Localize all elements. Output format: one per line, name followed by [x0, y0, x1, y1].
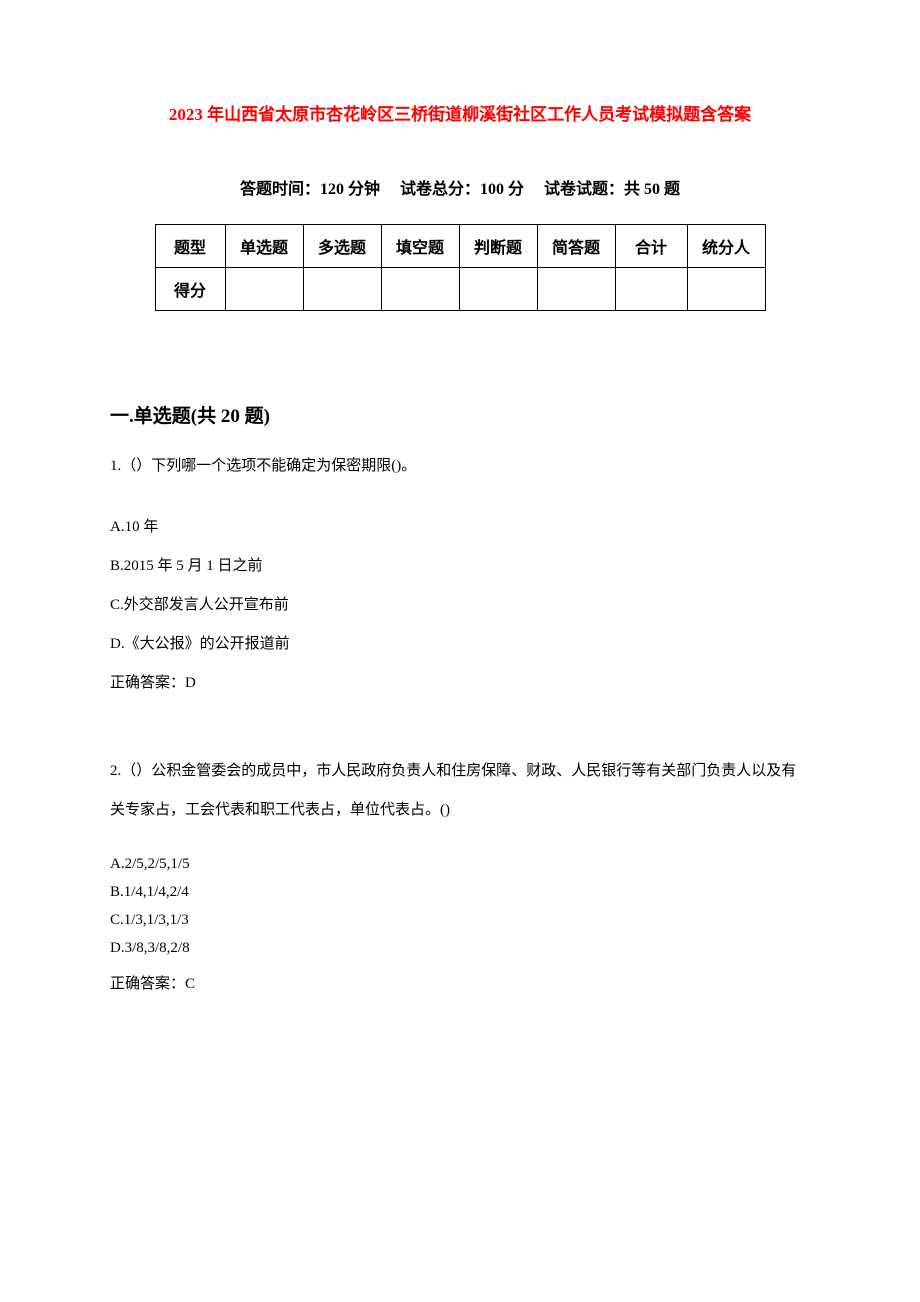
table-cell-empty: [615, 268, 687, 311]
table-header-fill: 填空题: [381, 225, 459, 268]
question-2-option-a: A.2/5,2/5,1/5: [110, 852, 810, 876]
exam-time: 答题时间：120 分钟: [240, 181, 380, 198]
question-1-option-a: A.10 年: [110, 515, 810, 536]
table-header-single: 单选题: [225, 225, 303, 268]
score-table: 题型 单选题 多选题 填空题 判断题 简答题 合计 统分人 得分: [155, 224, 766, 311]
question-2-option-d: D.3/8,3/8,2/8: [110, 936, 810, 960]
exam-total-score: 试卷总分：100 分: [400, 181, 524, 198]
exam-info: 答题时间：120 分钟 试卷总分：100 分 试卷试题：共 50 题: [110, 175, 810, 199]
section-heading: 一.单选题(共 20 题): [110, 401, 810, 428]
table-cell-empty: [381, 268, 459, 311]
question-2-option-c: C.1/3,1/3,1/3: [110, 908, 810, 932]
exam-question-count: 试卷试题：共 50 题: [544, 181, 680, 198]
question-2-stem: 2.（）公积金管委会的成员中，市人民政府负责人和住房保障、财政、人民银行等有关部…: [110, 752, 810, 830]
table-cell-empty: [303, 268, 381, 311]
question-1-stem: 1.（）下列哪一个选项不能确定为保密期限()。: [110, 453, 810, 480]
table-row: 题型 单选题 多选题 填空题 判断题 简答题 合计 统分人: [155, 225, 765, 268]
table-header-type: 题型: [155, 225, 225, 268]
table-header-judge: 判断题: [459, 225, 537, 268]
question-2-answer: 正确答案：C: [110, 972, 810, 993]
table-cell-empty: [537, 268, 615, 311]
question-1-option-b: B.2015 年 5 月 1 日之前: [110, 554, 810, 575]
table-score-label: 得分: [155, 268, 225, 311]
exam-title: 2023 年山西省太原市杏花岭区三桥街道柳溪街社区工作人员考试模拟题含答案: [110, 100, 810, 125]
table-row: 得分: [155, 268, 765, 311]
table-cell-empty: [687, 268, 765, 311]
table-cell-empty: [225, 268, 303, 311]
question-1-option-c: C.外交部发言人公开宣布前: [110, 593, 810, 614]
table-cell-empty: [459, 268, 537, 311]
question-1-answer: 正确答案：D: [110, 671, 810, 692]
table-header-short: 简答题: [537, 225, 615, 268]
table-header-total: 合计: [615, 225, 687, 268]
question-2-option-b: B.1/4,1/4,2/4: [110, 880, 810, 904]
table-header-grader: 统分人: [687, 225, 765, 268]
table-header-multi: 多选题: [303, 225, 381, 268]
question-1-option-d: D.《大公报》的公开报道前: [110, 632, 810, 653]
